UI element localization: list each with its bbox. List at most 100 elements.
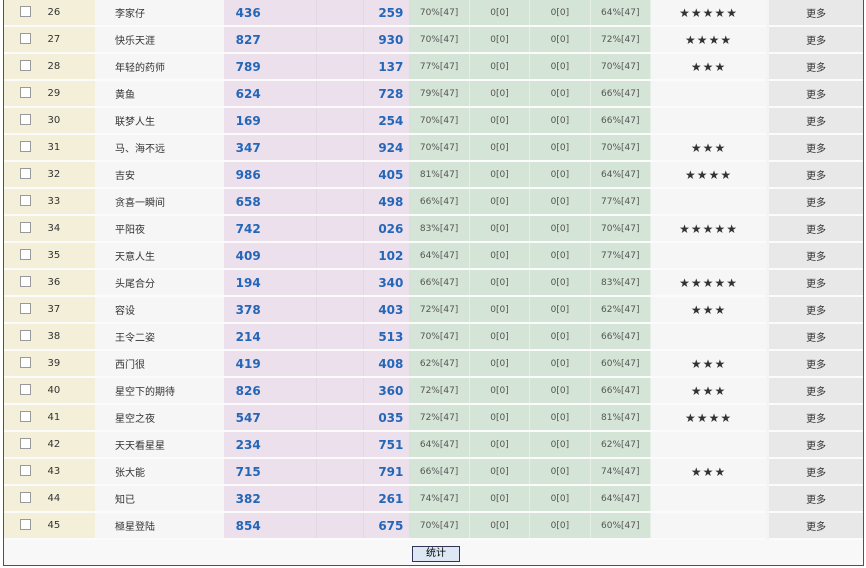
row-checkbox[interactable]	[20, 113, 32, 125]
empty-cell	[316, 512, 365, 540]
more-link[interactable]: 更多	[766, 80, 863, 108]
rate-4: 66%[47]	[590, 377, 651, 405]
row-number: 42	[47, 431, 95, 459]
more-link[interactable]: 更多	[766, 53, 863, 81]
row-checkbox[interactable]	[20, 248, 32, 260]
table-row: 42 天天看星星 234 751 64%[47] 0[0] 0[0] 62%[47] 更多	[4, 431, 863, 459]
checkbox-cell	[4, 431, 48, 459]
more-link[interactable]: 更多	[766, 188, 863, 216]
row-number: 37	[47, 296, 95, 324]
row-name: 容设	[94, 296, 224, 324]
checkbox-cell	[4, 296, 48, 324]
row-name: 王令二姿	[94, 323, 224, 351]
row-checkbox[interactable]	[20, 140, 32, 152]
row-number: 30	[47, 107, 95, 135]
rate-2: 0[0]	[469, 242, 531, 270]
row-checkbox[interactable]	[20, 221, 32, 233]
empty-cell	[316, 80, 365, 108]
row-checkbox[interactable]	[20, 5, 32, 17]
row-checkbox[interactable]	[20, 410, 32, 422]
row-checkbox[interactable]	[20, 464, 32, 476]
more-link[interactable]: 更多	[766, 215, 863, 243]
rate-1: 62%[47]	[409, 350, 470, 378]
rate-2: 0[0]	[469, 0, 531, 27]
empty-cell	[269, 134, 317, 162]
value-a: 419	[223, 350, 270, 378]
more-link[interactable]: 更多	[766, 161, 863, 189]
stats-button[interactable]: 统计	[412, 546, 460, 562]
more-link[interactable]: 更多	[766, 26, 863, 54]
value-a: 409	[223, 242, 270, 270]
more-link[interactable]: 更多	[766, 512, 863, 540]
row-checkbox[interactable]	[20, 302, 32, 314]
row-number: 35	[47, 242, 95, 270]
more-link[interactable]: 更多	[766, 242, 863, 270]
more-link[interactable]: 更多	[766, 323, 863, 351]
table-row: 31 马、海不远 347 924 70%[47] 0[0] 0[0] 70%[47] ★★★ 更多	[4, 134, 863, 162]
value-b: 751	[363, 431, 410, 459]
value-a: 742	[223, 215, 270, 243]
rate-2: 0[0]	[469, 323, 531, 351]
rate-3: 0[0]	[529, 80, 591, 108]
rate-1: 77%[47]	[409, 53, 470, 81]
more-link[interactable]: 更多	[766, 377, 863, 405]
star-rating	[650, 107, 768, 135]
table-panel: 26 李家仔 436 259 70%[47] 0[0] 0[0] 64%[47] ★★★★★ 更多…	[3, 0, 864, 566]
empty-cell	[269, 188, 317, 216]
table-row: 29 黄鱼 624 728 79%[47] 0[0] 0[0] 66%[47] 更多	[4, 80, 863, 108]
more-link[interactable]: 更多	[766, 107, 863, 135]
empty-cell	[269, 80, 317, 108]
row-name: 星空之夜	[94, 404, 224, 432]
more-link[interactable]: 更多	[766, 458, 863, 486]
more-link[interactable]: 更多	[766, 269, 863, 297]
more-link[interactable]: 更多	[766, 431, 863, 459]
value-a: 658	[223, 188, 270, 216]
more-link[interactable]: 更多	[766, 350, 863, 378]
table-row: 35 天意人生 409 102 64%[47] 0[0] 0[0] 77%[47] 更多	[4, 242, 863, 270]
rate-3: 0[0]	[529, 323, 591, 351]
row-number: 33	[47, 188, 95, 216]
value-b: 254	[363, 107, 410, 135]
rate-3: 0[0]	[529, 512, 591, 540]
more-link[interactable]: 更多	[766, 485, 863, 513]
row-number: 26	[47, 0, 95, 27]
more-link[interactable]: 更多	[766, 404, 863, 432]
row-name: 天意人生	[94, 242, 224, 270]
more-link[interactable]: 更多	[766, 134, 863, 162]
more-link[interactable]: 更多	[766, 0, 863, 27]
checkbox-cell	[4, 53, 48, 81]
row-checkbox[interactable]	[20, 86, 32, 98]
row-number: 40	[47, 377, 95, 405]
more-link[interactable]: 更多	[766, 296, 863, 324]
row-checkbox[interactable]	[20, 194, 32, 206]
row-checkbox[interactable]	[20, 437, 32, 449]
row-number: 45	[47, 512, 95, 540]
table-row: 28 年轻的药师 789 137 77%[47] 0[0] 0[0] 70%[47] ★★★ 更多	[4, 53, 863, 81]
star-rating	[650, 188, 768, 216]
row-name: 快乐天涯	[94, 26, 224, 54]
row-name: 極星登陆	[94, 512, 224, 540]
row-checkbox[interactable]	[20, 32, 32, 44]
rate-1: 70%[47]	[409, 134, 470, 162]
rate-2: 0[0]	[469, 377, 531, 405]
row-number: 36	[47, 269, 95, 297]
rate-1: 79%[47]	[409, 80, 470, 108]
table-row: 27 快乐天涯 827 930 70%[47] 0[0] 0[0] 72%[47] ★★★★ 更多	[4, 26, 863, 54]
row-checkbox[interactable]	[20, 383, 32, 395]
row-checkbox[interactable]	[20, 356, 32, 368]
value-b: 035	[363, 404, 410, 432]
value-b: 791	[363, 458, 410, 486]
value-a: 436	[223, 0, 270, 27]
row-number: 34	[47, 215, 95, 243]
row-checkbox[interactable]	[20, 518, 32, 530]
row-checkbox[interactable]	[20, 491, 32, 503]
checkbox-cell	[4, 512, 48, 540]
value-a: 169	[223, 107, 270, 135]
value-a: 827	[223, 26, 270, 54]
empty-cell	[316, 269, 365, 297]
row-checkbox[interactable]	[20, 59, 32, 71]
row-checkbox[interactable]	[20, 329, 32, 341]
row-checkbox[interactable]	[20, 275, 32, 287]
data-table: 26 李家仔 436 259 70%[47] 0[0] 0[0] 64%[47] ★★★★★ 更多…	[4, 0, 863, 540]
row-checkbox[interactable]	[20, 167, 32, 179]
